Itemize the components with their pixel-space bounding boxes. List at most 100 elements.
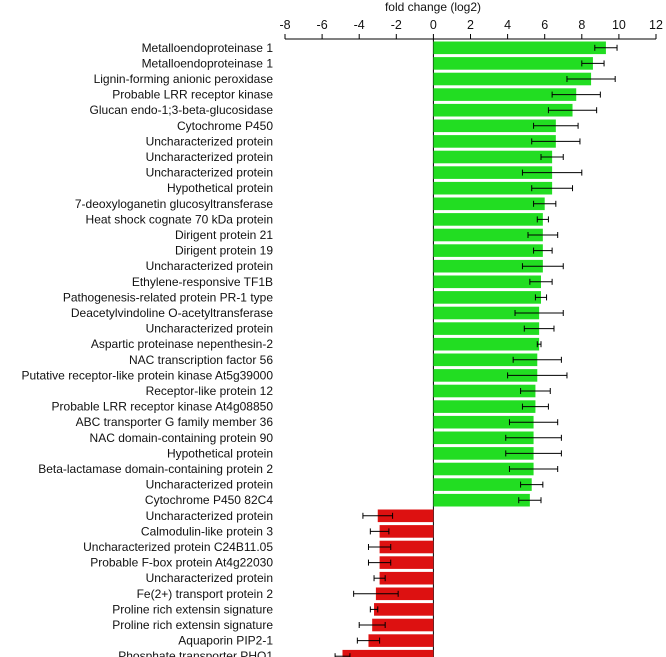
- bar: [433, 213, 543, 226]
- category-label: Hypothetical protein: [167, 181, 273, 195]
- error-bar: [533, 200, 557, 207]
- x-tick-label: -2: [391, 18, 402, 32]
- category-label: Ethylene-responsive TF1B: [132, 275, 273, 289]
- category-label: Uncharacterized protein: [146, 322, 273, 336]
- category-label: Probable LRR receptor kinase At4g08850: [52, 400, 274, 414]
- error-bar: [540, 154, 564, 160]
- error-bar: [527, 232, 559, 238]
- bars: [342, 41, 606, 657]
- error-bar: [531, 185, 574, 192]
- error-bar: [514, 310, 564, 316]
- error-bar: [533, 247, 553, 254]
- bar: [379, 571, 434, 585]
- bar: [368, 634, 434, 647]
- category-label: Phosphate transporter PHO1: [118, 649, 273, 657]
- bar: [433, 244, 543, 257]
- bar: [433, 462, 534, 476]
- x-tick-label: 10: [612, 18, 626, 32]
- bar: [433, 41, 606, 55]
- category-label: Hypothetical protein: [167, 446, 273, 460]
- category-label: Fe(2+) transport protein 2: [137, 587, 274, 601]
- error-bar: [521, 169, 583, 176]
- error-bar: [551, 91, 601, 98]
- category-label: Putative receptor-like protein kinase At…: [22, 368, 274, 382]
- bar: [433, 322, 540, 335]
- category-label: Uncharacterized protein: [146, 166, 273, 180]
- error-bar: [505, 434, 562, 441]
- bar: [375, 587, 434, 601]
- category-label: NAC domain-containing protein 90: [90, 431, 274, 445]
- error-bar: [373, 575, 386, 582]
- category-label: Uncharacterized protein: [146, 259, 273, 273]
- x-tick-label: 8: [578, 18, 585, 32]
- category-label: Pathogenesis-related protein PR-1 type: [63, 290, 273, 304]
- error-bar: [507, 372, 568, 379]
- x-axis-title: fold change (log2): [385, 0, 481, 14]
- category-label: Receptor-like protein 12: [146, 384, 274, 398]
- category-label: Aquaporin PIP2-1: [178, 634, 273, 648]
- error-bar: [531, 138, 581, 145]
- category-label: Heat shock cognate 70 kDa protein: [86, 212, 273, 226]
- bar: [433, 431, 534, 445]
- bar: [374, 603, 434, 616]
- bar: [433, 119, 556, 133]
- category-label: Proline rich extensin signature: [112, 602, 273, 616]
- bar: [433, 88, 577, 101]
- category-label: NAC transcription factor 56: [129, 353, 273, 367]
- bar: [433, 447, 534, 460]
- bar: [433, 57, 593, 70]
- error-bar: [529, 278, 553, 285]
- error-bar: [369, 528, 390, 535]
- category-label: Probable LRR receptor kinase: [112, 88, 273, 102]
- bar: [379, 540, 434, 554]
- bar: [433, 72, 592, 86]
- category-label: Proline rich extensin signature: [112, 618, 273, 632]
- bar: [433, 400, 536, 413]
- bar: [433, 415, 534, 429]
- category-label: Probable F-box protein At4g22030: [90, 556, 273, 570]
- error-bar: [533, 122, 579, 129]
- category-label: Deacetylvindoline O-acetyltransferase: [71, 306, 273, 320]
- bar: [433, 493, 530, 507]
- error-bar: [523, 325, 555, 332]
- category-label: Lignin-forming anionic peroxidase: [94, 72, 274, 86]
- error-bar: [520, 388, 551, 394]
- error-bar: [547, 107, 598, 114]
- category-label: Uncharacterized protein C24B11.05: [83, 540, 273, 554]
- bar: [433, 166, 553, 179]
- bar: [372, 618, 434, 632]
- category-label: Dirigent protein 21: [175, 228, 273, 242]
- error-bar: [566, 76, 616, 82]
- bar: [433, 197, 545, 211]
- error-bar: [367, 559, 392, 566]
- category-label: Uncharacterized protein: [146, 478, 273, 492]
- x-tick-label: 6: [541, 18, 548, 32]
- bar: [433, 291, 541, 304]
- error-bar: [518, 497, 542, 504]
- x-tick-label: 0: [430, 18, 437, 32]
- error-bar: [534, 294, 548, 301]
- category-label: Calmodulin-like protein 3: [141, 524, 273, 538]
- x-tick-label: -6: [317, 18, 328, 32]
- x-tick-label: 12: [649, 18, 663, 32]
- error-bars: [334, 44, 618, 657]
- bar: [433, 369, 538, 382]
- error-bar: [536, 341, 542, 348]
- error-bar: [581, 60, 605, 67]
- category-label: Cytochrome P450 82C4: [145, 493, 273, 507]
- category-label: Dirigent protein 19: [175, 244, 273, 258]
- category-label: 7-deoxyloganetin glucosyltransferase: [75, 197, 273, 211]
- category-label: Beta-lactamase domain-containing protein…: [38, 462, 273, 476]
- category-labels: Metalloendoproteinase 1Metalloendoprotei…: [22, 41, 274, 657]
- bar: [433, 181, 553, 195]
- category-label: Uncharacterized protein: [146, 150, 273, 164]
- bar: [433, 353, 538, 367]
- bar: [433, 103, 573, 117]
- error-bar: [508, 419, 559, 426]
- category-label: Uncharacterized protein: [146, 509, 273, 523]
- error-bar: [508, 466, 559, 472]
- x-tick-label: -4: [354, 18, 365, 32]
- error-bar: [334, 653, 351, 657]
- category-label: Metalloendoproteinase 1: [142, 41, 274, 55]
- bar: [433, 275, 541, 289]
